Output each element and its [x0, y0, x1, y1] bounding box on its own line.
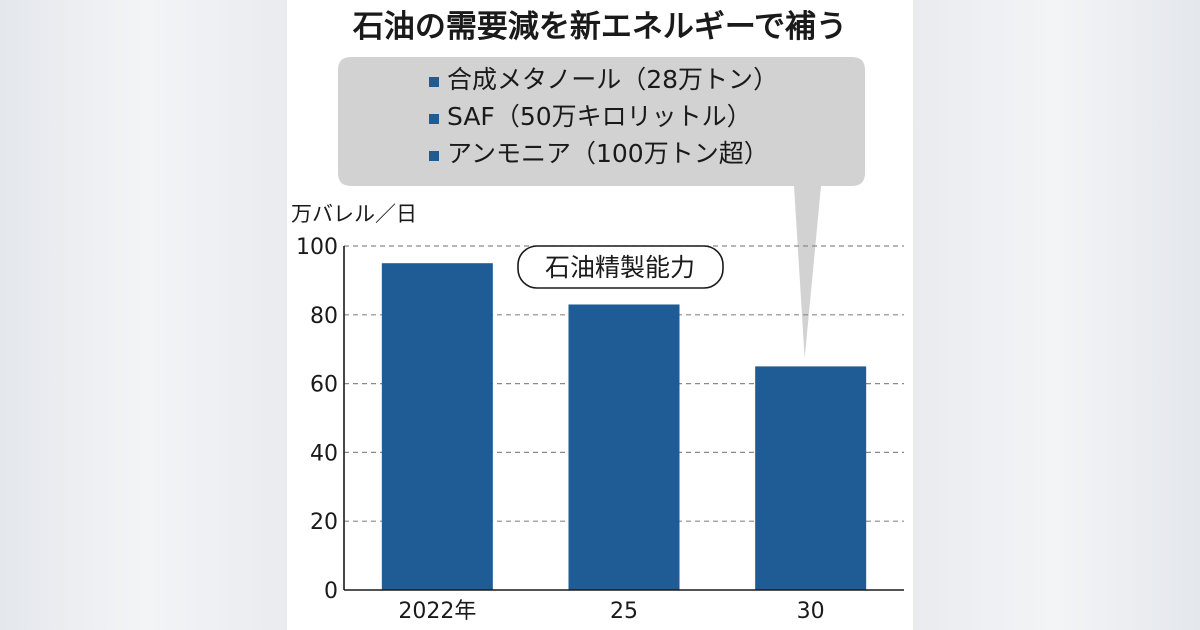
chart-card: 石油の需要減を新エネルギーで補う 合成メタノール（28万トン） SAF（50万キロ… — [287, 0, 913, 630]
x-tick-label: 30 — [797, 599, 825, 624]
callout-item-text: SAF（50万キロリットル） — [447, 102, 752, 131]
y-tick-label: 100 — [296, 235, 338, 260]
callout-item-text: 合成メタノール（28万トン） — [447, 65, 778, 94]
y-tick-label: 60 — [310, 373, 338, 398]
y-tick-label: 40 — [310, 441, 338, 466]
x-tick-labels: 2022年 25 30 — [398, 599, 824, 624]
y-tick-label: 20 — [310, 510, 338, 535]
chart-title: 石油の需要減を新エネルギーで補う — [352, 9, 847, 45]
bar-1 — [568, 304, 680, 590]
bar-0 — [381, 263, 493, 590]
y-tick-labels: 0 20 40 60 80 100 — [296, 235, 338, 604]
callout: 合成メタノール（28万トン） SAF（50万キロリットル） アンモニア（100万トン… — [338, 57, 865, 359]
callout-item-marker — [429, 151, 439, 161]
chart: 石油の需要減を新エネルギーで補う 合成メタノール（28万トン） SAF（50万キロ… — [291, 9, 904, 624]
series-label-text: 石油精製能力 — [545, 253, 695, 282]
x-tick-label: 2022年 — [398, 599, 476, 624]
y-axis-unit-label: 万バレル／日 — [291, 202, 417, 226]
callout-item-text: アンモニア（100万トン超） — [447, 139, 769, 168]
x-tick-label: 25 — [610, 599, 638, 624]
callout-item-marker — [429, 77, 439, 87]
axes — [343, 246, 904, 591]
series-label: 石油精製能力 — [517, 245, 724, 289]
y-tick-label: 80 — [310, 304, 338, 329]
callout-item-marker — [429, 114, 439, 124]
bar-2 — [755, 366, 867, 590]
y-tick-label: 0 — [324, 579, 338, 604]
callout-bubble — [338, 57, 865, 359]
series-label-box — [517, 245, 724, 289]
bars — [381, 263, 867, 590]
